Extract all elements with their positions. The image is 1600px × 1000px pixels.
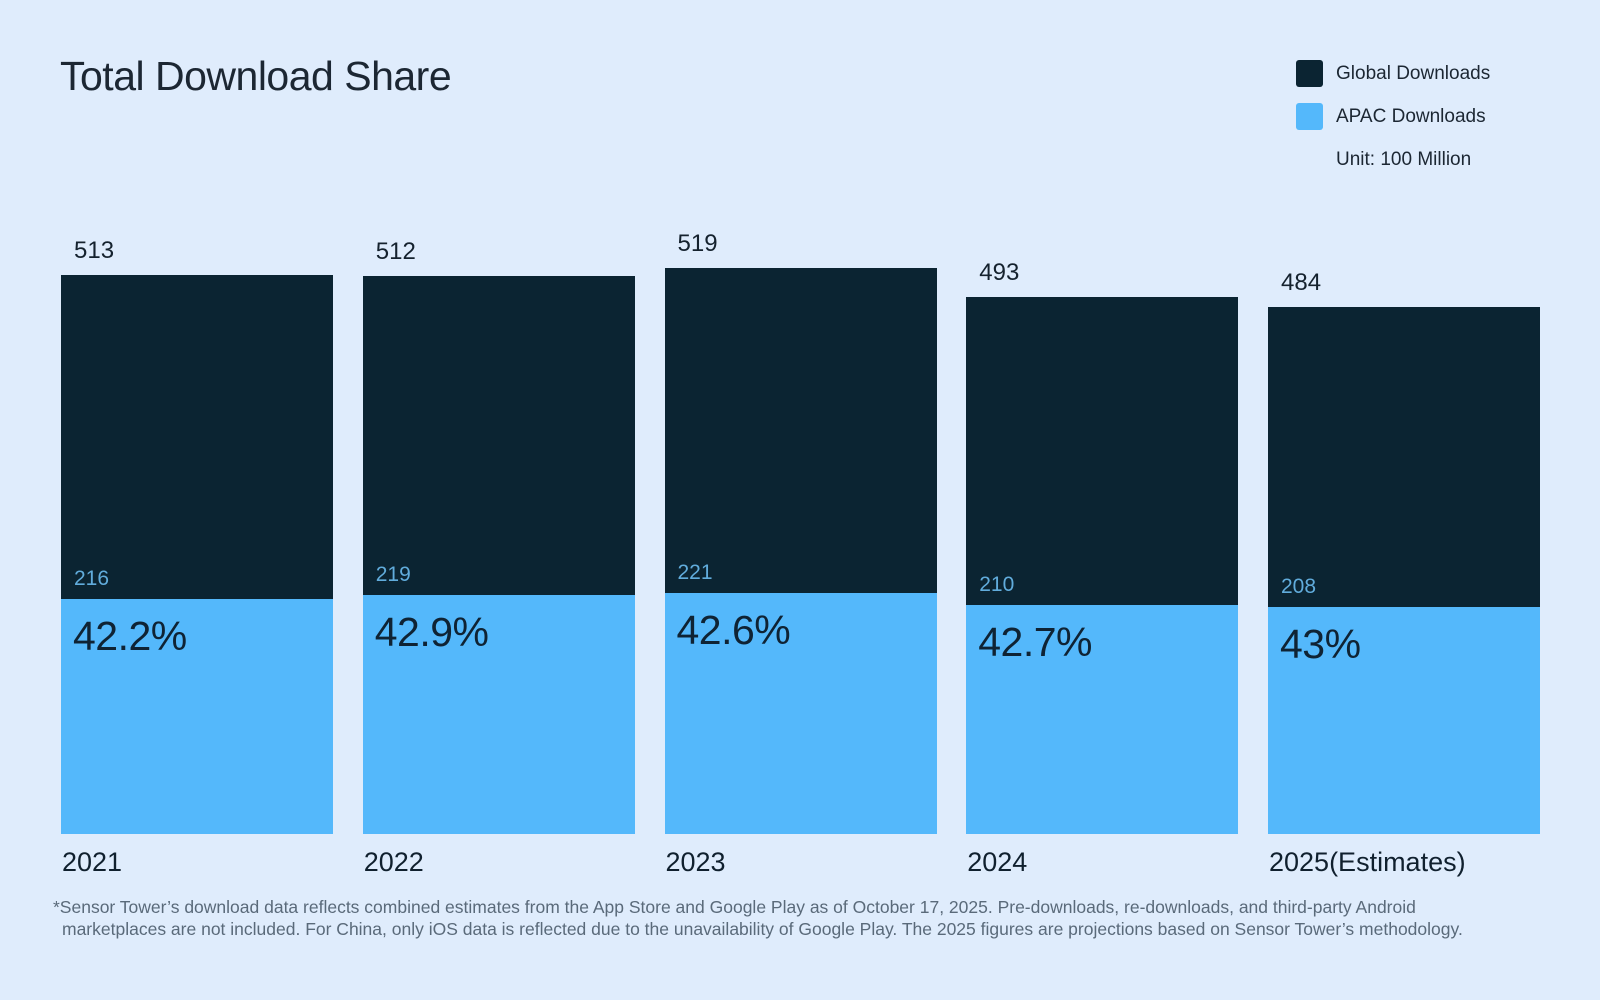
unit-note: Unit: 100 Million (1336, 148, 1472, 170)
bar-group: 519 221 42.6% 2023 (664, 230, 937, 877)
legend-unit-row: Unit: 100 Million (1296, 146, 1490, 173)
share-percent-label: 42.7% (978, 619, 1093, 666)
legend-item-apac: APAC Downloads (1296, 103, 1490, 130)
legend-swatch-global (1296, 60, 1323, 87)
legend: Global Downloads APAC Downloads Unit: 10… (1296, 60, 1490, 173)
bar-group: 512 219 42.9% 2022 (362, 237, 635, 877)
apac-count-label: 210 (979, 573, 1015, 597)
share-percent-label: 43% (1280, 621, 1361, 668)
share-percent-label: 42.9% (374, 609, 489, 656)
year-label: 2022 (363, 847, 424, 877)
apac-count-label: 221 (677, 561, 713, 585)
apac-segment: 43% (1268, 607, 1540, 834)
year-label: 2025(Estimates) (1269, 847, 1466, 877)
apac-count-label: 216 (74, 566, 110, 590)
legend-label-apac: APAC Downloads (1336, 105, 1486, 127)
total-value-label: 512 (375, 237, 416, 265)
bar-group: 484 208 43% 2025(Estimates) (1268, 268, 1540, 877)
legend-item-global: Global Downloads (1296, 60, 1490, 87)
bar-group: 513 216 42.2% 2021 (61, 236, 333, 877)
bar-chart: 513 216 42.2% 2021 512 219 42.9% 2022 519 221 42.6… (61, 200, 1540, 877)
global-segment: 210 (966, 296, 1239, 606)
global-segment: 221 (664, 268, 937, 594)
legend-label-global: Global Downloads (1336, 62, 1491, 84)
footnote: *Sensor Tower’s download data reflects c… (53, 897, 1463, 939)
global-segment: 216 (61, 274, 333, 599)
total-value-label: 493 (979, 258, 1020, 286)
apac-segment: 42.6% (664, 593, 937, 834)
bar-group: 493 210 42.7% 2024 (966, 258, 1239, 877)
global-segment: 219 (362, 275, 635, 596)
year-label: 2021 (62, 847, 123, 877)
legend-swatch-apac (1296, 103, 1323, 130)
total-value-label: 513 (74, 236, 115, 264)
apac-segment: 42.2% (61, 598, 333, 834)
global-segment: 208 (1268, 306, 1540, 608)
share-percent-label: 42.6% (676, 607, 791, 654)
year-label: 2023 (665, 847, 726, 877)
apac-segment: 42.7% (966, 605, 1239, 834)
year-label: 2024 (967, 847, 1028, 877)
apac-segment: 42.9% (362, 595, 635, 834)
chart-title: Total Download Share (60, 53, 452, 99)
apac-count-label: 208 (1281, 575, 1317, 599)
apac-count-label: 219 (375, 563, 411, 587)
total-value-label: 519 (677, 230, 718, 258)
share-percent-label: 42.2% (73, 612, 187, 659)
total-value-label: 484 (1281, 268, 1322, 296)
